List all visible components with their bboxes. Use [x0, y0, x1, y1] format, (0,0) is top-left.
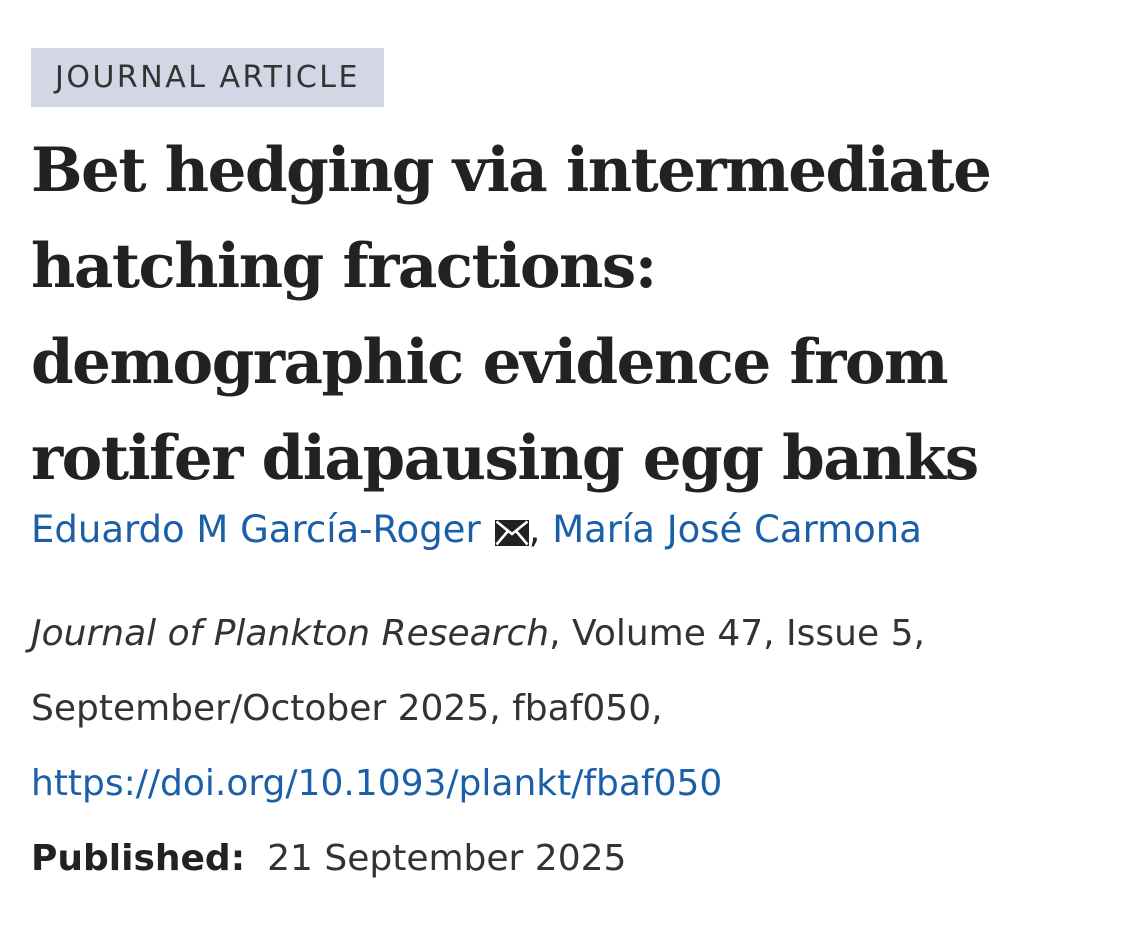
author-list: Eduardo M García-Roger , María José Carm…: [31, 504, 1101, 560]
mail-icon[interactable]: [494, 508, 529, 560]
published-label: Published:: [31, 838, 246, 879]
citation-line-journal: Journal of Plankton Research, Volume 47,…: [31, 596, 1101, 671]
author-separator: ,: [528, 508, 553, 551]
article-title-line: Bet hedging via intermediate: [31, 135, 992, 206]
author-link-carmona[interactable]: María José Carmona: [552, 508, 922, 551]
article-title: Bet hedging via intermediate hatching fr…: [31, 123, 1101, 507]
doi-link[interactable]: https://doi.org/10.1093/plankt/fbaf050: [31, 763, 723, 804]
published-date: 21 September 2025: [267, 838, 627, 879]
citation-date-id: September/October 2025, fbaf050,: [31, 688, 663, 729]
article-title-line: demographic evidence from: [31, 327, 949, 398]
published-date-row: Published: 21 September 2025: [31, 821, 1101, 896]
citation: Journal of Plankton Research, Volume 47,…: [31, 596, 1101, 821]
author-link-garcia-roger[interactable]: Eduardo M García-Roger: [31, 508, 481, 551]
article-title-line: hatching fractions:: [31, 231, 657, 302]
article-title-line: rotifer diapausing egg banks: [31, 423, 979, 494]
article-type-badge: JOURNAL ARTICLE: [31, 48, 384, 107]
journal-name: Journal of Plankton Research: [31, 613, 550, 654]
article-header: JOURNAL ARTICLE Bet hedging via intermed…: [31, 48, 1101, 896]
volume-issue: , Volume 47, Issue 5,: [549, 613, 925, 654]
